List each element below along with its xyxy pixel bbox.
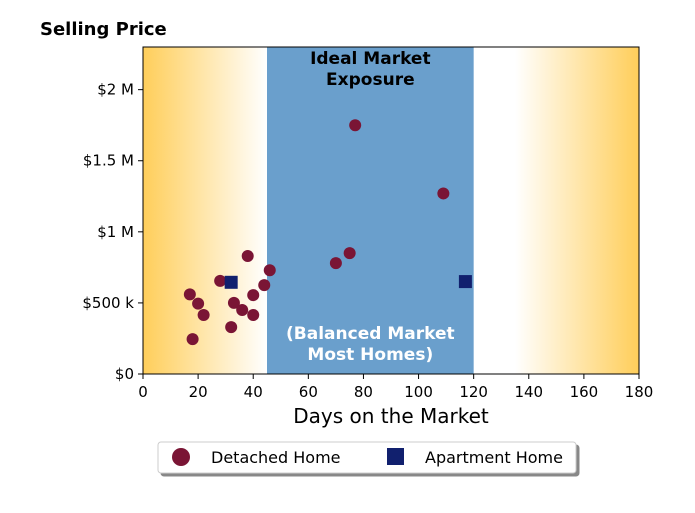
apartment-home-point <box>458 275 472 289</box>
data-points <box>183 119 472 346</box>
region-label-bottom: (Balanced Market Most Homes) <box>286 324 455 365</box>
legend-box <box>157 441 577 474</box>
legend-label-apartment-home: Apartment Home <box>425 448 563 467</box>
x-axis-title: Days on the Market <box>293 404 489 428</box>
detached-home-point <box>241 249 254 262</box>
detached-home-point <box>186 333 199 346</box>
detached-home-point <box>247 308 260 321</box>
x-tick-label: 80 <box>354 383 373 401</box>
x-tick-label: 140 <box>514 383 543 401</box>
detached-home-point <box>343 247 356 260</box>
detached-home-point <box>437 187 450 200</box>
x-tick-label: 20 <box>189 383 208 401</box>
apartment-home-point <box>224 275 238 289</box>
legend-label-detached-home: Detached Home <box>211 448 341 467</box>
detached-home-point <box>236 304 249 317</box>
x-tick-label: 40 <box>244 383 263 401</box>
detached-home-point <box>197 308 210 321</box>
legend: Detached Home Apartment Home <box>157 441 577 474</box>
y-tick-label: $1.5 M <box>83 152 134 170</box>
detached-home-point <box>225 321 238 334</box>
x-tick-label: 60 <box>299 383 318 401</box>
detached-home-point <box>192 297 205 310</box>
detached-home-point <box>263 264 276 277</box>
y-tick-label: $1 M <box>97 223 134 241</box>
y-tick-label: $0 <box>115 365 134 383</box>
x-tick-label: 160 <box>570 383 599 401</box>
region-label-top: Ideal Market Exposure <box>310 49 431 90</box>
chart-title: Selling Price <box>40 19 167 40</box>
legend-marker-detached-home <box>172 448 190 466</box>
x-tick-label: 180 <box>625 383 654 401</box>
y-tick-label: $500 k <box>82 294 134 312</box>
y-axis: $0 $500 k $1 M $1.5 M $2 M <box>82 81 143 383</box>
detached-home-point <box>349 119 362 132</box>
balanced-market-region <box>267 47 474 374</box>
detached-home-point <box>247 289 260 302</box>
x-tick-label: 0 <box>138 383 148 401</box>
x-axis: 0 20 40 60 80 100 120 140 160 180 <box>138 374 653 401</box>
detached-home-point <box>214 274 227 287</box>
plot-frame <box>142 46 640 375</box>
y-tick-label: $2 M <box>97 81 134 99</box>
detached-home-point <box>258 279 271 292</box>
x-tick-label: 100 <box>404 383 433 401</box>
legend-marker-apartment-home <box>387 448 404 465</box>
detached-home-point <box>227 296 240 309</box>
detached-home-point <box>183 288 196 301</box>
detached-home-point <box>329 257 342 270</box>
x-tick-label: 120 <box>459 383 488 401</box>
